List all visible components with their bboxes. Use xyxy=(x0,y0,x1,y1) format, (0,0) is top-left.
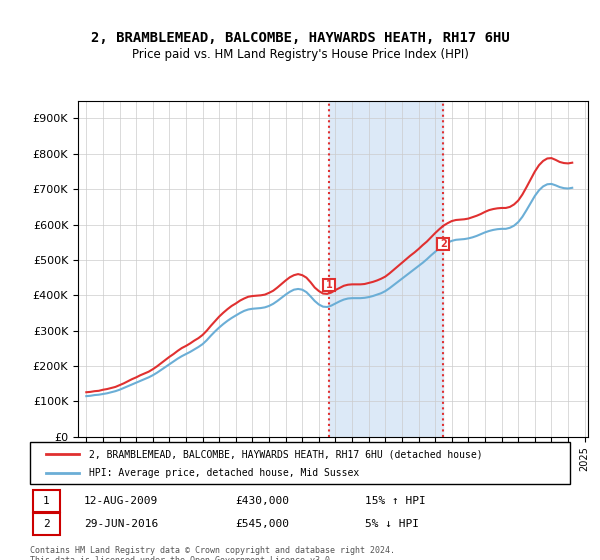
Text: 12-AUG-2009: 12-AUG-2009 xyxy=(84,496,158,506)
Text: £545,000: £545,000 xyxy=(235,519,289,529)
Text: 2: 2 xyxy=(440,239,447,249)
Text: 29-JUN-2016: 29-JUN-2016 xyxy=(84,519,158,529)
Text: 1: 1 xyxy=(43,496,50,506)
FancyBboxPatch shape xyxy=(32,489,60,512)
Text: £430,000: £430,000 xyxy=(235,496,289,506)
Text: Price paid vs. HM Land Registry's House Price Index (HPI): Price paid vs. HM Land Registry's House … xyxy=(131,48,469,60)
Text: 2, BRAMBLEMEAD, BALCOMBE, HAYWARDS HEATH, RH17 6HU: 2, BRAMBLEMEAD, BALCOMBE, HAYWARDS HEATH… xyxy=(91,31,509,45)
Text: 2: 2 xyxy=(43,519,50,529)
Text: HPI: Average price, detached house, Mid Sussex: HPI: Average price, detached house, Mid … xyxy=(89,468,359,478)
Text: 15% ↑ HPI: 15% ↑ HPI xyxy=(365,496,425,506)
FancyBboxPatch shape xyxy=(32,513,60,535)
FancyBboxPatch shape xyxy=(30,442,570,484)
Text: 2, BRAMBLEMEAD, BALCOMBE, HAYWARDS HEATH, RH17 6HU (detached house): 2, BRAMBLEMEAD, BALCOMBE, HAYWARDS HEATH… xyxy=(89,449,483,459)
Bar xyxy=(329,101,443,437)
Text: Contains HM Land Registry data © Crown copyright and database right 2024.
This d: Contains HM Land Registry data © Crown c… xyxy=(30,546,395,560)
Text: 1: 1 xyxy=(326,279,332,290)
Text: 5% ↓ HPI: 5% ↓ HPI xyxy=(365,519,419,529)
